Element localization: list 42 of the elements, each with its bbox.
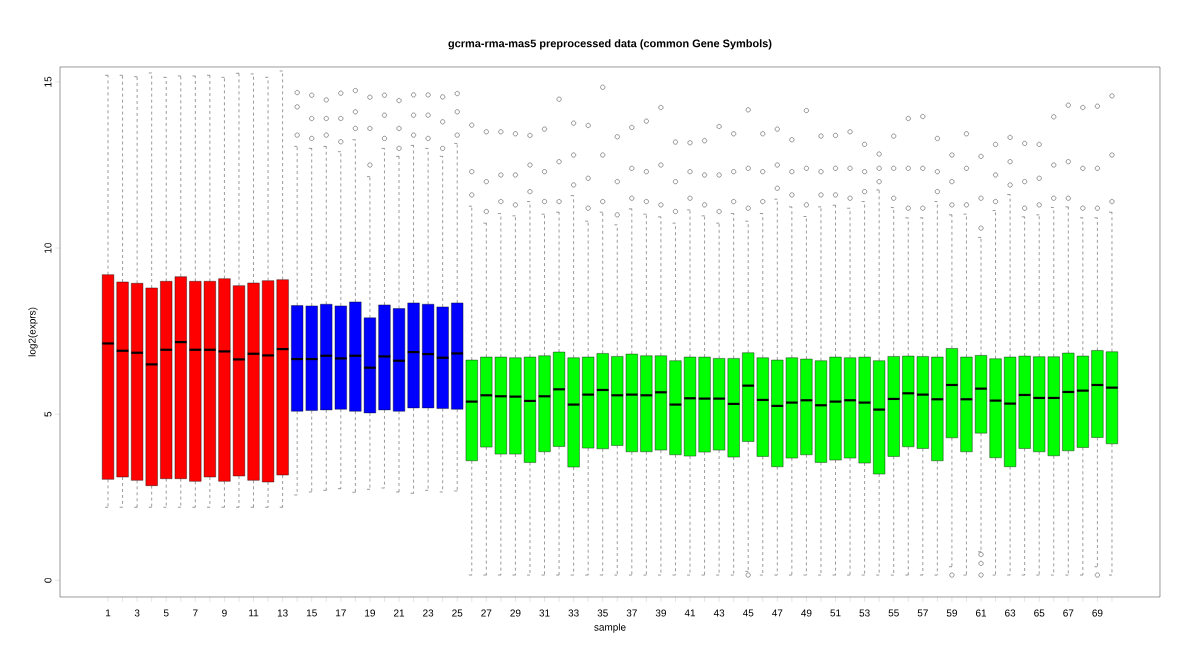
x-tick-label: 53 <box>859 609 870 617</box>
x-tick-label: 55 <box>888 609 899 617</box>
y-tick-label: 0 <box>44 577 52 583</box>
x-tick-label: 47 <box>772 609 783 617</box>
x-tick-label: 11 <box>249 609 259 617</box>
x-tick-label: 23 <box>423 609 434 617</box>
chart-title: gcrma-rma-mas5 preprocessed data (common Gene Symbols) <box>448 39 772 50</box>
x-tick-label: 31 <box>539 609 550 617</box>
x-tick-label: 61 <box>975 609 987 617</box>
x-tick-label: 37 <box>626 609 637 617</box>
x-tick-label: 59 <box>946 609 957 617</box>
x-tick-label: 7 <box>193 609 198 617</box>
x-axis-title: sample <box>594 623 626 633</box>
x-tick-label: 19 <box>365 609 375 617</box>
y-tick-label: 15 <box>44 76 52 87</box>
x-tick-label: 69 <box>1092 609 1103 617</box>
x-tick-label: 13 <box>277 609 288 617</box>
x-tick-label: 33 <box>568 609 579 617</box>
x-tick-label: 67 <box>1063 609 1074 617</box>
x-tick-label: 21 <box>393 609 405 617</box>
x-tick-label: 15 <box>306 609 317 617</box>
y-axis-title: log2(exprs) <box>28 307 38 357</box>
x-tick-label: 65 <box>1034 609 1045 617</box>
x-tick-label: 29 <box>510 609 521 617</box>
y-tick-label: 5 <box>44 411 52 417</box>
x-tick-label: 57 <box>917 609 928 617</box>
x-tick-label: 17 <box>336 609 346 617</box>
x-tick-label: 27 <box>481 609 492 617</box>
x-tick-label: 3 <box>134 609 140 617</box>
x-tick-label: 41 <box>684 609 696 617</box>
x-tick-label: 43 <box>713 609 725 617</box>
x-tick-label: 63 <box>1005 609 1016 617</box>
x-tick-label: 1 <box>106 609 111 617</box>
x-tick-label: 45 <box>742 609 754 617</box>
y-tick-label: 10 <box>44 242 52 253</box>
x-tick-label: 39 <box>655 609 666 617</box>
x-tick-label: 49 <box>801 609 812 617</box>
x-tick-label: 5 <box>163 609 169 617</box>
x-tick-label: 9 <box>222 609 227 617</box>
x-tick-label: 35 <box>597 609 608 617</box>
x-tick-label: 51 <box>830 609 841 617</box>
x-tick-label: 25 <box>452 609 463 617</box>
